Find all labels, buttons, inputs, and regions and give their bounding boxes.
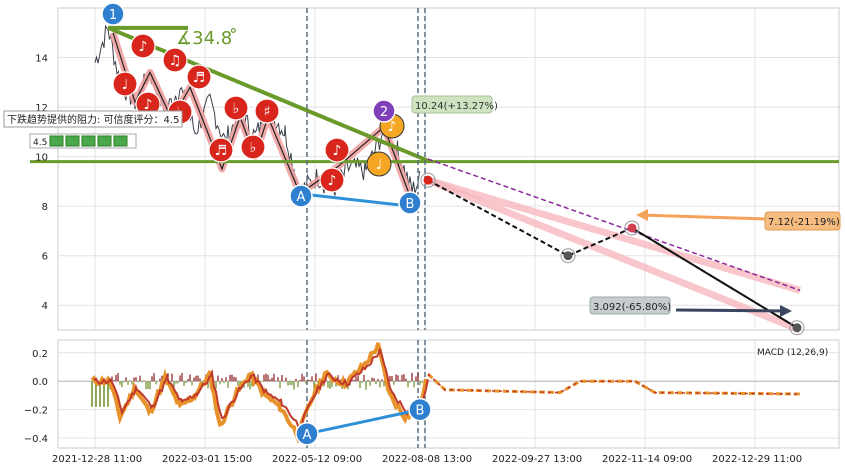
wave-label-badge: [372, 99, 396, 123]
projection-point: [423, 175, 433, 185]
macd-label-badge: [408, 397, 432, 422]
low-label: 3.092(-65.80%): [593, 302, 671, 313]
downtrend-line: [107, 25, 431, 164]
y-tick-label: 14: [35, 54, 48, 65]
x-tick-label: 2022-03-01 15:00: [162, 454, 252, 465]
x-tick-label: 2022-11-14 09:00: [602, 454, 692, 465]
signal-line: [93, 348, 429, 433]
note-glyph: ♭: [233, 101, 240, 117]
axis-ticks: 4 6 8 10 12 14 0.2 0.0 −0.2 −0.4 2021-12-28 11:00 2…: [24, 54, 802, 465]
score-star: [97, 135, 112, 147]
note-glyph: ♩: [376, 157, 383, 173]
x-tick-label: 2022-12-29 11:00: [712, 454, 802, 465]
x-tick-label: 2022-08-08 13:00: [382, 454, 472, 465]
score-star: [81, 135, 96, 147]
low-arrow-head: [780, 305, 792, 317]
macd-y-tick-label: 0.2: [32, 349, 48, 360]
note-glyph: ♩: [122, 77, 129, 93]
note-badge: [162, 47, 188, 73]
note-badge: [130, 33, 156, 59]
note-badge: [319, 167, 345, 193]
note-glyph: ♬: [193, 70, 206, 86]
resistance-label-box: [3, 110, 183, 128]
wave-label-badge: [101, 2, 125, 26]
resistance-label: 下跌趋势提供的阻力: 可信度评分：4.5: [7, 113, 179, 126]
macd-label-badge: [295, 422, 319, 446]
note-glyph: ♪: [144, 97, 153, 113]
projection-point: [563, 251, 573, 261]
macd-projection: [426, 373, 801, 396]
projection-path: [427, 179, 798, 329]
price-panel-frame: [57, 7, 840, 331]
y-tick-label: 4: [42, 301, 48, 312]
y-tick-label: 8: [42, 202, 48, 213]
macd-layer: AB: [58, 342, 839, 446]
wave-label-badge: [398, 191, 422, 215]
note-glyph: ♬: [215, 143, 228, 159]
note-glyph: ♪: [388, 119, 397, 135]
macd-title: MACD (12,26,9): [757, 348, 828, 358]
projection-point: [627, 223, 637, 233]
macd-ab-line: [306, 408, 421, 436]
note-badge: [112, 71, 138, 97]
wave-label: 2: [380, 105, 388, 120]
y-tick-label: 12: [35, 103, 48, 114]
y-tick-label: 6: [42, 252, 48, 263]
projection-channel-lower: [426, 176, 802, 334]
macd-y-tick-label: 0.0: [32, 377, 48, 388]
wave-label: 1: [109, 8, 117, 23]
signal-projection: [427, 373, 801, 395]
x-tick-label: 2021-12-28 11:00: [52, 454, 142, 465]
wave-label: A: [297, 190, 306, 205]
note-badge: [240, 134, 266, 160]
note-glyph: ♯: [264, 104, 271, 120]
low-label-box: [589, 296, 671, 315]
overlay-layer: 下跌趋势提供的阻力: 可信度评分：4.5 4.5 10.24(+13.27%) 7.1…: [3, 95, 841, 317]
note-badge: [254, 98, 280, 124]
note-badge: [208, 137, 234, 163]
projection-upper-dashed: [427, 158, 801, 292]
note-badge-orange: [366, 151, 392, 177]
macd-line: [90, 342, 428, 445]
macd-y-tick-label: −0.2: [24, 406, 48, 417]
score-star: [65, 135, 80, 147]
note-glyph: ♪: [328, 173, 337, 189]
target-arrow-head: [636, 209, 648, 221]
projection-point-ring: [789, 320, 805, 336]
wave-label-badge: [289, 184, 313, 208]
projection-point-ring: [624, 220, 640, 236]
gain-label-box: [411, 95, 493, 114]
note-badge: [223, 95, 249, 121]
note-glyph: ♪: [139, 39, 148, 55]
note-badge: [324, 137, 350, 163]
score-star: [49, 135, 64, 147]
y-tick-label: 10: [35, 153, 48, 164]
macd-label: B: [416, 404, 425, 419]
target-label: 7.12(-21.19%): [768, 217, 840, 228]
macd-label: A: [303, 428, 312, 443]
angle-label: ∡34.8 ̊: [176, 28, 238, 49]
macd-y-tick-label: −0.4: [24, 434, 48, 445]
target-label-box: [764, 211, 841, 231]
projection-point-ring: [560, 248, 576, 264]
low-arrow: [675, 308, 787, 313]
note-badge: [186, 64, 212, 90]
x-tick-label: 2022-09-27 13:00: [492, 454, 582, 465]
wave-label: B: [406, 197, 415, 212]
gain-label: 10.24(+13.27%): [415, 101, 498, 112]
note-glyph: ♭: [250, 140, 257, 156]
ab-line: [299, 192, 411, 208]
target-arrow: [639, 213, 766, 221]
score-label: 4.5: [33, 138, 47, 148]
projection-point: [792, 323, 802, 333]
projection-point-ring: [420, 172, 436, 188]
x-tick-label: 2022-05-12 09:00: [272, 454, 362, 465]
score-star: [113, 135, 128, 147]
note-glyph: ♪: [333, 143, 342, 159]
macd-panel-frame: [57, 339, 840, 449]
note-glyph: ♫: [169, 53, 182, 69]
